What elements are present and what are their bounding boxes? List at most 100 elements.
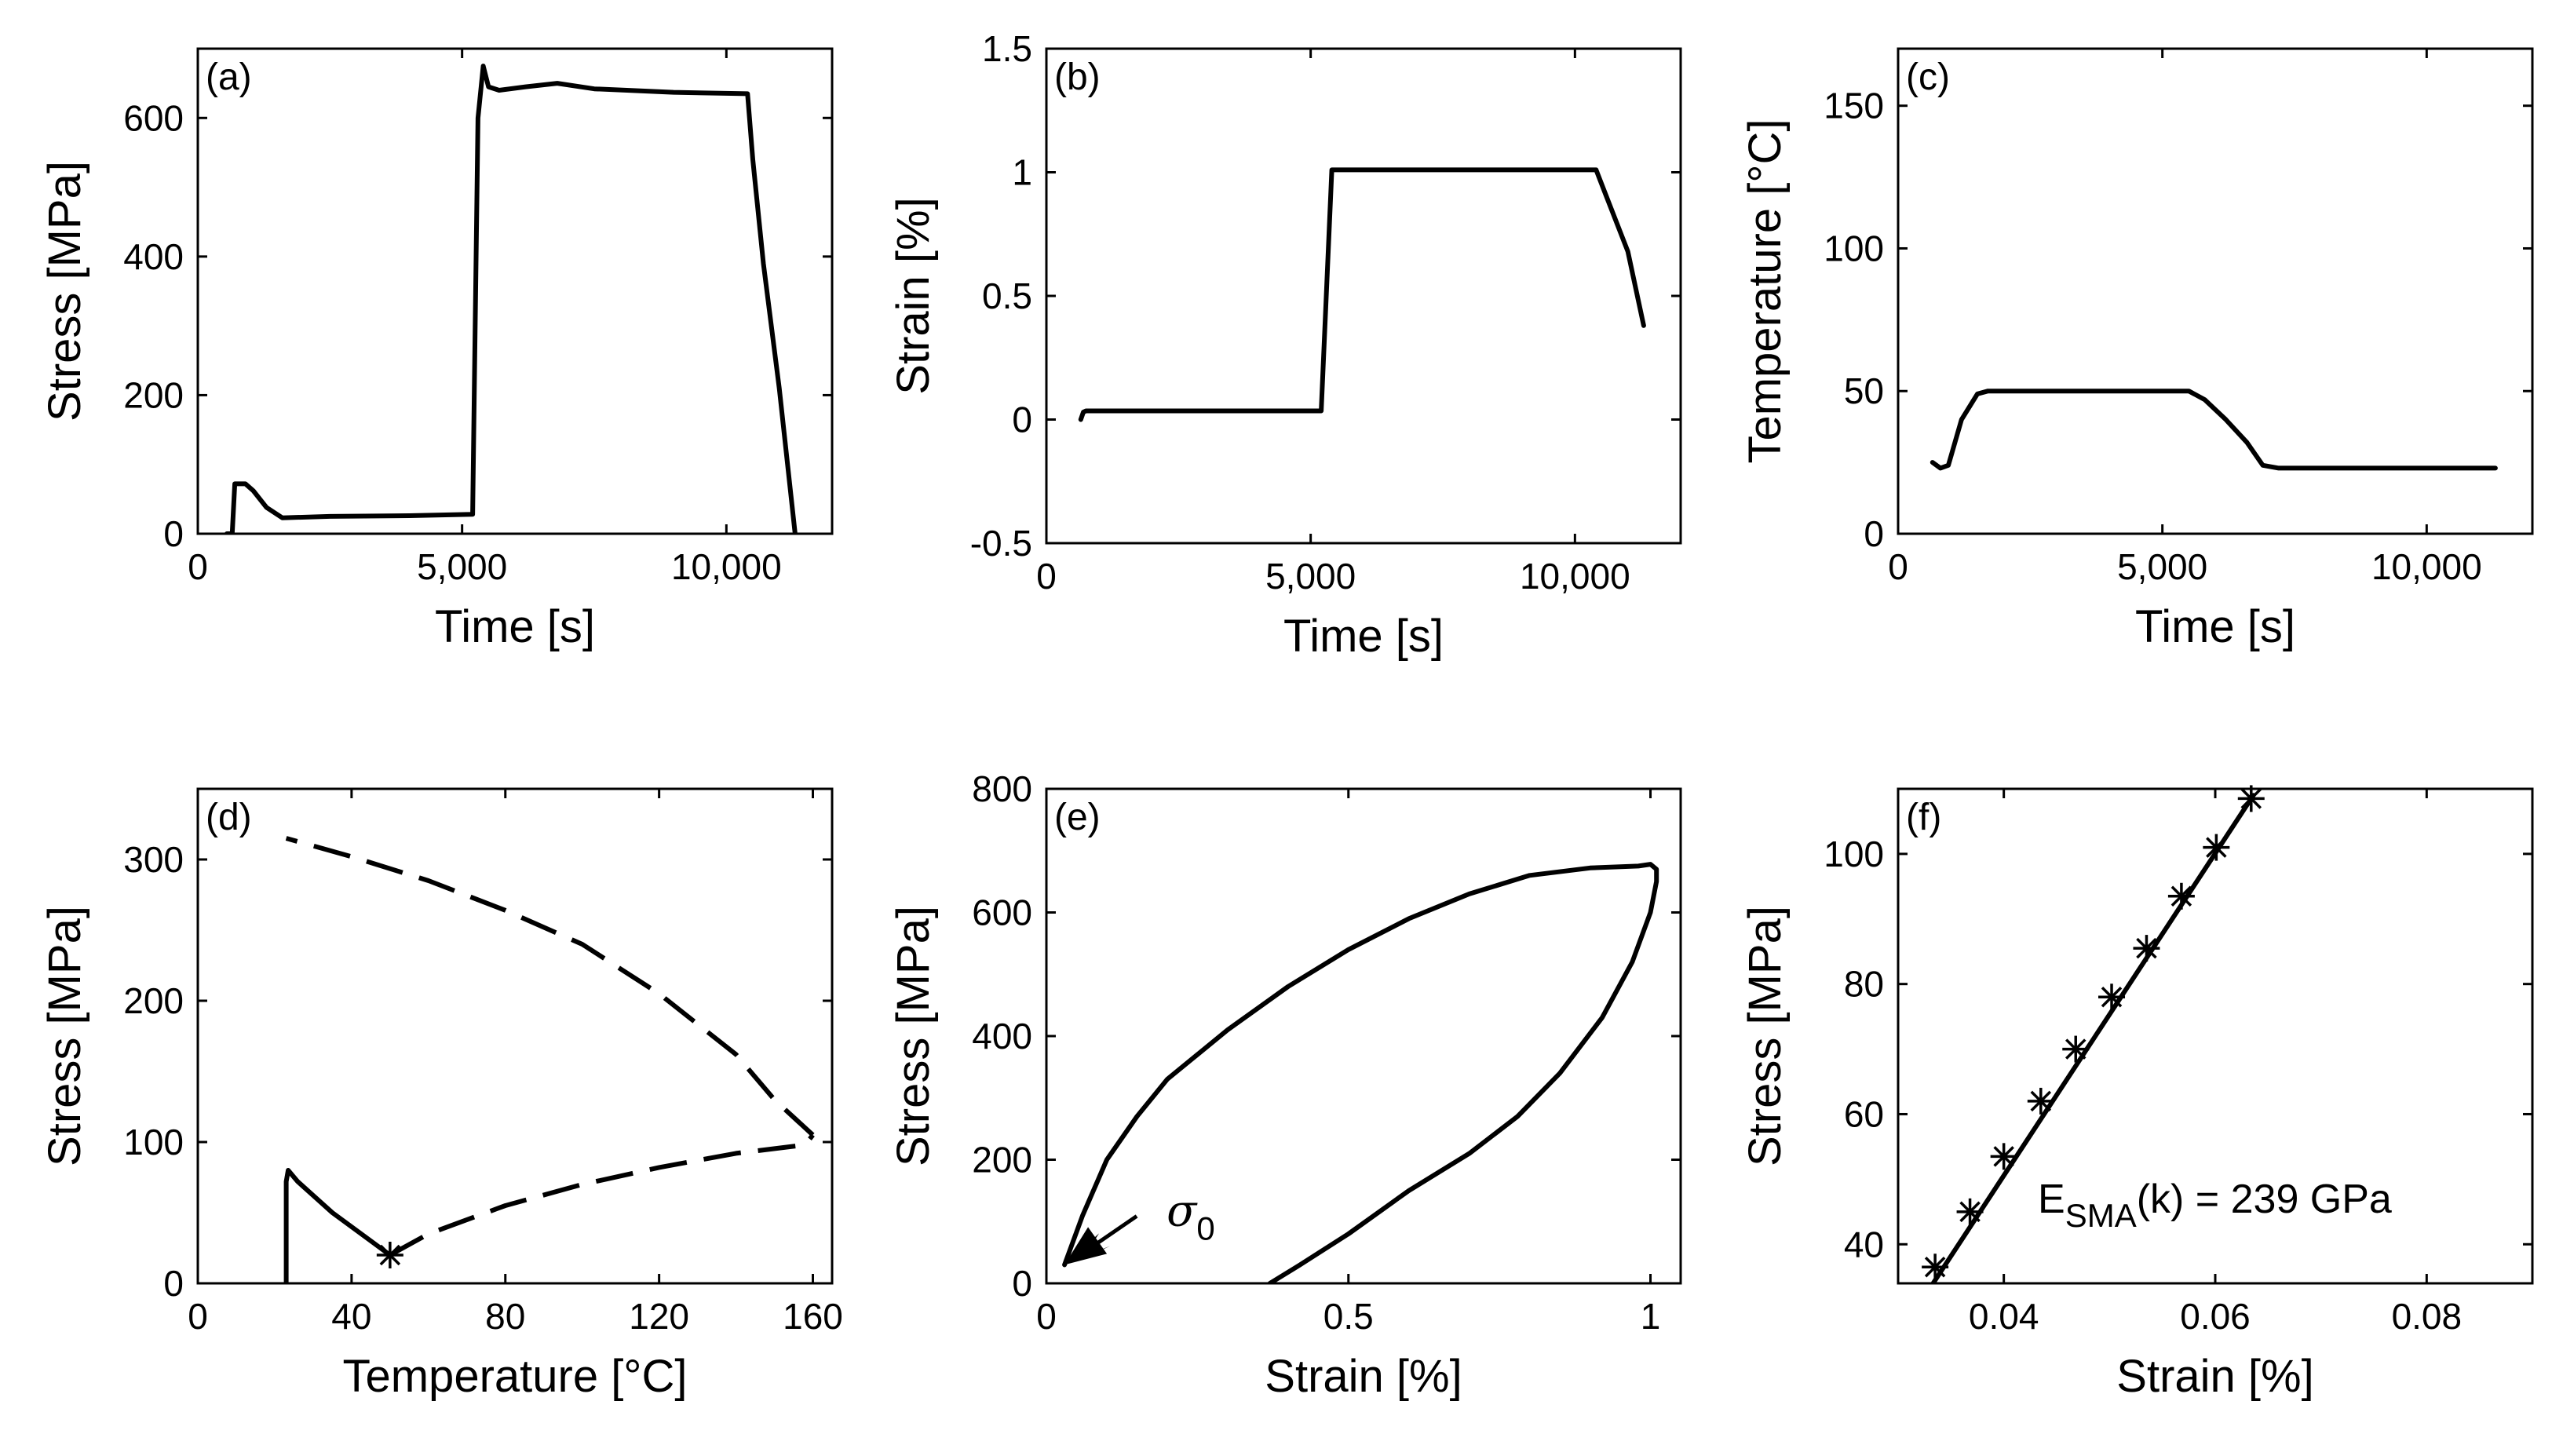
y-tick-label-b: 1.5 (982, 28, 1032, 69)
y-axis-label-c: Temperature [°C] (1740, 119, 1791, 463)
panel-label-c: (c) (1906, 57, 1950, 98)
x-axis-label-e: Strain [%] (1265, 1351, 1462, 1402)
y-tick-label-b: -0.5 (970, 523, 1032, 564)
x-tick-label-d: 40 (331, 1296, 371, 1337)
x-axis-label-d: Temperature [°C] (342, 1351, 687, 1402)
panel-label-b: (b) (1054, 57, 1101, 98)
y-tick-label-f: 40 (1844, 1224, 1884, 1264)
plot-area-a (225, 64, 798, 534)
asterisk-marker (1956, 1198, 1984, 1225)
asterisk-marker (1922, 1253, 1949, 1281)
axes-box-c (1897, 47, 2534, 535)
x-tick-label-c: 0 (1888, 546, 1908, 587)
series-initial-d (283, 1168, 392, 1283)
y-tick-label-b: 1 (1012, 152, 1032, 193)
panel-f: 0.04 0.06 0.08 40 60 80 100 Strain [%] Stress [M… (1740, 785, 2534, 1402)
series-heating-d (389, 1133, 815, 1257)
panel-label-a: (a) (206, 57, 252, 98)
x-tick-label-b: 10,000 (1520, 556, 1630, 597)
y-tick-label-b: 0 (1012, 400, 1032, 440)
x-tick-label-f: 0.04 (1969, 1296, 2039, 1337)
asterisk-marker (2167, 882, 2195, 910)
series-stress-a (225, 64, 798, 534)
asterisk-marker (2203, 834, 2230, 861)
panel-label-f: (f) (1906, 797, 1941, 838)
x-tick-label-d: 160 (783, 1296, 843, 1337)
x-tick-label-b: 0 (1036, 556, 1057, 597)
y-tick-label-c: 50 (1844, 370, 1884, 411)
plot-area-b (1078, 167, 1646, 422)
x-tick-label-e: 0.5 (1323, 1296, 1374, 1337)
y-tick-label-d: 200 (123, 980, 184, 1021)
x-tick-label-a: 0 (188, 546, 208, 587)
x-tick-label-a: 5,000 (417, 546, 507, 587)
axes-box-d (196, 787, 834, 1285)
y-tick-label-c: 100 (1824, 228, 1884, 268)
x-tick-label-c: 10,000 (2371, 546, 2482, 587)
y-tick-label-a: 400 (123, 236, 184, 277)
asterisk-marker (2237, 785, 2265, 812)
x-tick-label-e: 0 (1036, 1296, 1057, 1337)
y-tick-label-e: 0 (1012, 1263, 1032, 1304)
panel-e: 0 0.5 1 0 200 400 600 800 Strain [%] Stress [MPa]… (888, 768, 1682, 1402)
asterisk-marker (2027, 1087, 2054, 1115)
x-axis-label-f: Strain [%] (2116, 1351, 2313, 1402)
y-tick-label-a: 200 (123, 374, 184, 415)
x-tick-label-e: 1 (1641, 1296, 1661, 1337)
x-axis-label-b: Time [s] (1283, 611, 1444, 662)
y-tick-label-d: 0 (163, 1263, 184, 1304)
y-axis-label-f: Stress [MPa] (1740, 906, 1791, 1166)
y-tick-label-e: 800 (972, 768, 1032, 809)
asterisk-marker (2133, 935, 2160, 962)
x-tick-label-d: 80 (485, 1296, 525, 1337)
x-axis-label-c: Time [s] (2135, 601, 2295, 652)
x-tick-label-b: 5,000 (1265, 556, 1356, 597)
plot-area-d (283, 836, 815, 1283)
y-tick-label-e: 600 (972, 892, 1032, 933)
panel-label-e: (e) (1054, 797, 1101, 838)
y-tick-label-f: 60 (1844, 1093, 1884, 1134)
y-axis-label-d: Stress [MPa] (39, 906, 90, 1166)
y-axis-label-e: Stress [MPa] (888, 906, 939, 1166)
y-tick-label-f: 80 (1844, 964, 1884, 1005)
y-tick-label-c: 150 (1824, 86, 1884, 126)
x-tick-label-a: 10,000 (671, 546, 782, 587)
sigma-zero-annotation: σ0 (1064, 1185, 1215, 1265)
y-tick-label-c: 0 (1864, 513, 1884, 554)
axes-box-a (196, 47, 834, 535)
y-axis-label-a: Stress [MPa] (39, 161, 90, 421)
series-loop-e (1062, 862, 1659, 1283)
asterisk-marker (376, 1242, 403, 1268)
y-tick-label-b: 0.5 (982, 276, 1032, 316)
asterisk-marker (2062, 1035, 2090, 1063)
panel-a: 0 5,000 10,000 0 200 400 600 Time [s] Stress [MP… (39, 47, 834, 652)
plot-area-e (1062, 862, 1659, 1283)
y-tick-label-e: 400 (972, 1016, 1032, 1056)
series-temperature-c (1930, 389, 2498, 471)
modulus-annotation: ESMA(k) = 239 GPa (2038, 1177, 2392, 1234)
x-tick-label-c: 5,000 (2117, 546, 2207, 587)
series-strain-b (1078, 167, 1646, 422)
asterisk-marker (1990, 1143, 2017, 1170)
asterisk-marker (2098, 983, 2126, 1011)
y-tick-label-d: 100 (123, 1122, 184, 1162)
x-tick-label-d: 0 (188, 1296, 208, 1337)
x-tick-label-f: 0.06 (2180, 1296, 2251, 1337)
y-tick-label-f: 100 (1824, 834, 1884, 874)
x-tick-label-f: 0.08 (2392, 1296, 2463, 1337)
y-tick-label-e: 200 (972, 1140, 1032, 1180)
panel-d: 0 40 80 120 160 0 100 200 300 Temperature [°C] Str… (39, 787, 843, 1402)
x-tick-label-d: 120 (629, 1296, 689, 1337)
y-tick-label-a: 0 (163, 513, 184, 554)
axes-box-b (1045, 47, 1682, 545)
y-axis-label-b: Strain [%] (888, 197, 939, 394)
sigma-label: σ0 (1166, 1185, 1215, 1246)
plot-area-c (1930, 389, 2498, 471)
y-tick-label-d: 300 (123, 839, 184, 880)
x-axis-label-a: Time [s] (435, 601, 595, 652)
series-cooling-d (285, 836, 815, 1137)
panel-label-d: (d) (206, 797, 252, 838)
panel-c: 0 5,000 10,000 0 50 100 150 Time [s] Temperature… (1740, 47, 2534, 652)
